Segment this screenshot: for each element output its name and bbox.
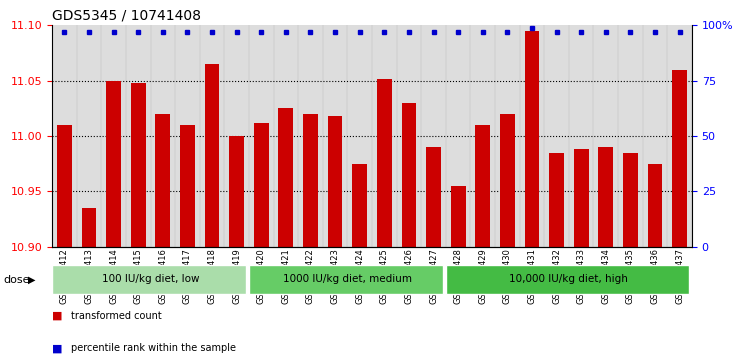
Bar xyxy=(327,116,342,247)
Bar xyxy=(131,83,146,247)
Bar xyxy=(598,147,613,247)
Bar xyxy=(229,136,244,247)
Bar xyxy=(426,147,441,247)
Text: ■: ■ xyxy=(52,343,62,354)
Bar xyxy=(106,81,121,247)
Bar xyxy=(52,265,246,294)
Text: GDS5345 / 10741408: GDS5345 / 10741408 xyxy=(52,9,201,23)
Bar xyxy=(249,265,443,294)
Bar xyxy=(82,208,97,247)
Bar xyxy=(549,153,564,247)
Bar xyxy=(155,114,170,247)
Bar xyxy=(647,164,662,247)
Bar xyxy=(254,123,269,247)
Text: transformed count: transformed count xyxy=(71,311,161,321)
Bar xyxy=(451,186,466,247)
Text: ■: ■ xyxy=(52,311,62,321)
Bar xyxy=(353,164,367,247)
Bar xyxy=(205,64,219,247)
Bar xyxy=(57,125,71,247)
Text: ▶: ▶ xyxy=(28,274,36,285)
Bar xyxy=(475,125,490,247)
Text: percentile rank within the sample: percentile rank within the sample xyxy=(71,343,236,354)
Bar xyxy=(500,114,515,247)
Bar xyxy=(446,265,690,294)
Text: 10,000 IU/kg diet, high: 10,000 IU/kg diet, high xyxy=(510,274,629,284)
Bar xyxy=(180,125,195,247)
Bar xyxy=(377,78,391,247)
Bar xyxy=(303,114,318,247)
Bar xyxy=(278,109,293,247)
Text: dose: dose xyxy=(4,274,31,285)
Text: 100 IU/kg diet, low: 100 IU/kg diet, low xyxy=(102,274,199,284)
Text: 1000 IU/kg diet, medium: 1000 IU/kg diet, medium xyxy=(283,274,412,284)
Bar xyxy=(673,70,687,247)
Bar xyxy=(623,153,638,247)
Bar xyxy=(525,31,539,247)
Bar xyxy=(574,150,589,247)
Bar xyxy=(402,103,417,247)
